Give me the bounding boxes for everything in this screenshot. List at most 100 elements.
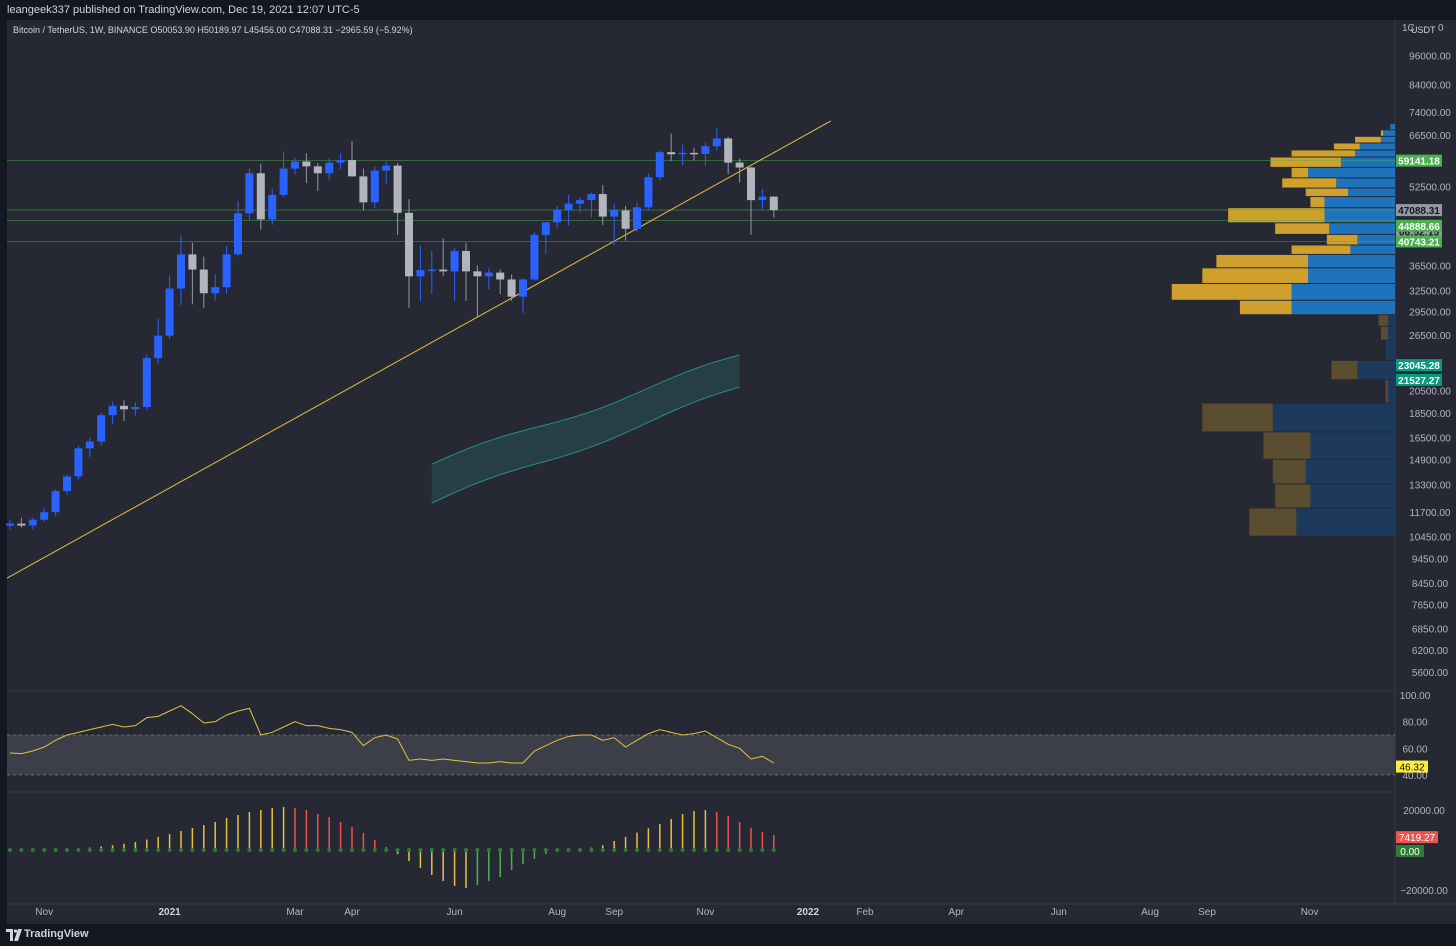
zero-dot [429, 848, 434, 852]
volume-profile-up-bar [1308, 167, 1395, 178]
candle-body [359, 176, 368, 203]
candle-body [131, 406, 140, 410]
tradingview-brand: TradingView [24, 928, 89, 940]
volume-profile-down-bar [1326, 234, 1358, 245]
zero-dot [441, 848, 446, 852]
time-axis-label: Nov [1301, 907, 1319, 918]
zero-dot [418, 848, 423, 852]
volume-profile-up-bar [1324, 197, 1395, 208]
zero-dot [179, 848, 183, 852]
volume-profile-up-bar [1387, 380, 1395, 403]
zero-dot [224, 848, 229, 852]
price-axis-tick-label: 84000.00 [1409, 81, 1451, 92]
zero-dot [395, 848, 400, 852]
volume-profile-down-bar [1380, 326, 1388, 340]
zero-dot [99, 848, 104, 852]
zero-dot [236, 848, 240, 852]
zero-dot [589, 848, 594, 852]
candle-body [85, 441, 94, 449]
candle-body [633, 207, 641, 229]
zero-dot [612, 848, 617, 852]
candle-body [120, 405, 128, 410]
price-axis-tick-label: 18500.00 [1409, 409, 1451, 420]
time-axis-label: Apr [948, 907, 964, 918]
candle-body [40, 512, 49, 520]
candle-body [268, 194, 277, 220]
zero-dot [521, 848, 525, 852]
candle-body [313, 166, 322, 174]
zero-dot [156, 848, 161, 852]
zero-dot [258, 848, 263, 852]
price-label-badge [1396, 219, 1442, 232]
candle-body [701, 146, 710, 154]
candle-body [382, 165, 391, 171]
zero-dot [760, 848, 765, 852]
candle-body [690, 152, 698, 155]
price-axis-tick-label: 52500.00 [1409, 182, 1451, 193]
candle-body [564, 203, 573, 210]
zero-dot [110, 848, 115, 852]
zero-dot [247, 848, 252, 852]
chart-svg[interactable]: 96000.00 84000.00 74000.00 66500.00 52500.00… [0, 0, 1456, 924]
volume-profile-down-bar [1310, 197, 1325, 208]
zero-dot [726, 848, 731, 852]
price-axis-tick-label: 74000.00 [1409, 108, 1451, 119]
zero-dot [555, 848, 560, 852]
rsi-axis-tick-label: 100.00 [1400, 691, 1431, 702]
volume-profile-up-bar [1387, 315, 1395, 326]
channel-band-fill [431, 354, 740, 504]
price-axis-tick-label: 96000.00 [1409, 52, 1451, 63]
zero-dot [350, 848, 354, 852]
zero-dot [76, 848, 81, 852]
volume-profile-up-bar [1340, 157, 1395, 167]
zero-dot [315, 848, 320, 852]
price-axis-top-label: 0 [1438, 23, 1444, 34]
volume-profile-down-bar [1202, 268, 1309, 283]
candle-body [325, 162, 334, 174]
volume-profile-up-bar [1383, 130, 1395, 136]
zero-dot [42, 848, 47, 852]
candle-body [598, 194, 607, 217]
price-axis-tick-label: 26500.00 [1409, 331, 1451, 342]
candle-body [405, 212, 413, 277]
volume-profile-down-bar [1239, 300, 1292, 315]
candle-body [416, 270, 425, 277]
price-axis-tick-label: 20500.00 [1409, 387, 1451, 398]
time-axis-label: Nov [697, 907, 715, 918]
candle-body [74, 448, 83, 477]
candle-body [222, 254, 231, 288]
price-label-text: 40743.21 [1398, 237, 1440, 248]
zero-dot [213, 848, 218, 852]
price-axis-tick-label: 13300.00 [1409, 480, 1451, 491]
volume-profile-up-bar [1324, 208, 1395, 223]
candle-body [610, 210, 619, 217]
time-axis-label: Jun [447, 907, 463, 918]
histogram-axis-tick-label: 20000.00 [1403, 806, 1445, 817]
price-axis-tick-label: 66500.00 [1409, 131, 1451, 142]
zero-dot [543, 848, 548, 852]
price-label-badge [1396, 154, 1442, 167]
price-axis-tick-label: 36500.00 [1409, 261, 1451, 272]
candle-body [678, 152, 687, 155]
price-label-badge [1396, 204, 1442, 217]
volume-profile-down-bar [1331, 360, 1358, 380]
price-axis-tick-label: 10450.00 [1409, 533, 1451, 544]
candle-body [519, 279, 527, 297]
zero-dot [65, 848, 69, 852]
volume-profile-down-bar [1216, 254, 1309, 268]
time-axis-label: Aug [548, 907, 566, 918]
candle-body [576, 200, 584, 204]
candle-body [108, 405, 117, 416]
candle-body [348, 160, 356, 177]
time-axis-label: Jun [1051, 907, 1067, 918]
time-axis-label: Aug [1141, 907, 1159, 918]
rsi-value-badge [1396, 760, 1428, 773]
price-label-text: 59141.18 [1398, 157, 1440, 168]
zero-dot [692, 848, 696, 852]
volume-profile-up-bar [1390, 124, 1395, 130]
volume-profile-down-bar [1171, 283, 1292, 300]
time-axis-label: Nov [35, 907, 53, 918]
channel-upper-line [431, 354, 740, 465]
zero-dot [384, 848, 389, 852]
volume-profile-down-bar [1275, 484, 1311, 508]
